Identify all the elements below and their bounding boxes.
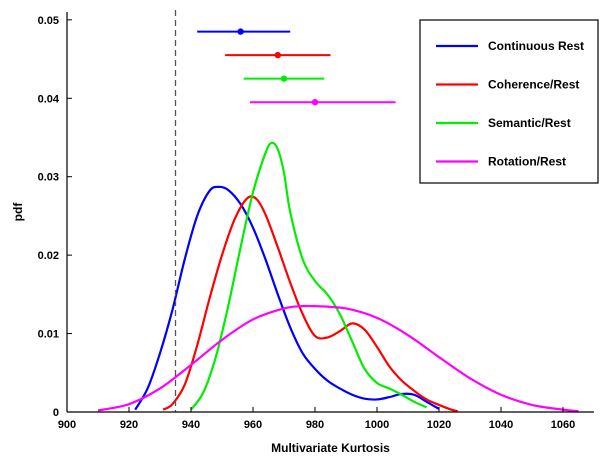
- interval-point-rotation-rest: [311, 98, 319, 106]
- curve-coherence-rest: [162, 195, 458, 413]
- density-curves: [97, 141, 579, 413]
- x-tick-label: 940: [182, 419, 200, 431]
- y-tick-label: 0.01: [38, 329, 59, 341]
- interval-point-continuous-rest: [237, 28, 244, 35]
- legend-label-coherence-rest: Coherence/Rest: [488, 78, 579, 92]
- x-axis-ticks: 900 920 940 960 980 1000 1020 1040 1060: [58, 407, 575, 431]
- interval-point-coherence-rest: [274, 51, 281, 59]
- y-tick-label: 0.02: [38, 250, 59, 262]
- y-tick-label: 0: [53, 407, 59, 419]
- x-tick-label: 1020: [427, 419, 451, 431]
- legend-box: [419, 19, 599, 184]
- x-axis-title: Multivariate Kurtosis: [271, 441, 390, 455]
- x-tick-label: 1060: [551, 419, 575, 431]
- curve-semantic-rest: [190, 141, 428, 411]
- y-tick-label: 0.03: [38, 172, 59, 184]
- interval-point-semantic-rest: [280, 75, 288, 82]
- x-tick-label: 1040: [489, 419, 513, 431]
- y-axis-title: pdf: [11, 202, 25, 222]
- curve-continuous-rest: [134, 185, 440, 411]
- legend: Continuous Rest Coherence/Rest Semantic/Re…: [419, 19, 599, 184]
- x-tick-label: 920: [120, 419, 138, 431]
- legend-label-rotation-rest: Rotation/Rest: [488, 155, 566, 169]
- curve-rotation-rest: [97, 304, 579, 413]
- x-tick-label: 960: [244, 419, 262, 431]
- y-axis-ticks: 0 0.01 0.02 0.03 0.04 0.05: [38, 15, 72, 419]
- x-tick-label: 1000: [365, 419, 389, 431]
- interval-markers: [197, 28, 396, 106]
- x-tick-label: 900: [58, 419, 76, 431]
- y-tick-label: 0.05: [38, 15, 59, 27]
- x-tick-label: 980: [306, 419, 324, 431]
- y-tick-label: 0.04: [38, 93, 60, 105]
- legend-label-continuous-rest: Continuous Rest: [488, 39, 584, 53]
- legend-label-semantic-rest: Semantic/Rest: [488, 116, 571, 130]
